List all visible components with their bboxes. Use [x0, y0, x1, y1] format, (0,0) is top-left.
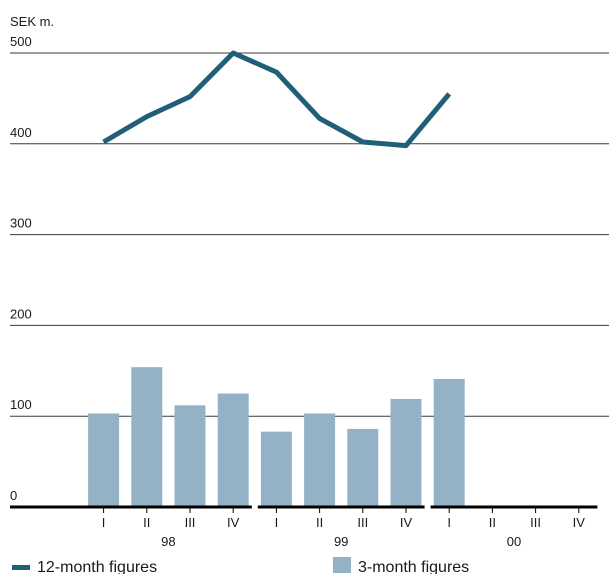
bar: [131, 367, 163, 507]
y-tick-label: 100: [10, 397, 32, 412]
bar: [217, 393, 249, 507]
legend-label: 12-month figures: [37, 559, 157, 574]
legend: 12-month figures 3-month figures: [12, 557, 469, 574]
line-series: [102, 50, 452, 149]
x-tick-label: I: [275, 515, 279, 530]
year-label: 99: [334, 534, 348, 549]
x-tick-label: I: [102, 515, 106, 530]
bar: [433, 378, 465, 507]
bar: [304, 413, 336, 507]
x-tick-label: III: [185, 515, 196, 530]
gridlines: [10, 52, 609, 417]
x-tick-label: II: [316, 515, 323, 530]
year-label: 98: [161, 534, 175, 549]
legend-label: 3-month figures: [358, 559, 469, 574]
x-tick-label: II: [489, 515, 496, 530]
year-label: 00: [507, 534, 521, 549]
y-tick-label: 500: [10, 34, 32, 49]
bar: [88, 413, 120, 507]
x-tick-label: III: [357, 515, 368, 530]
x-tick-label: I: [447, 515, 451, 530]
bar: [260, 431, 292, 507]
line-12-month: [102, 50, 452, 149]
y-axis-unit-label: SEK m.: [10, 14, 54, 29]
x-tick-label: III: [530, 515, 541, 530]
x-tick-label: II: [143, 515, 150, 530]
bar: [347, 428, 379, 507]
y-tick-label: 300: [10, 216, 32, 231]
y-tick-label: 200: [10, 306, 32, 321]
bar: [174, 405, 206, 507]
bar: [390, 398, 422, 507]
bar-series: [88, 367, 465, 507]
y-tick-label: 400: [10, 125, 32, 140]
y-axis-ticks: 0 100 200 300 400 500: [10, 34, 32, 503]
legend-swatch-bar: [333, 557, 351, 573]
x-tick-label: IV: [573, 515, 586, 530]
x-tick-label: IV: [227, 515, 240, 530]
y-tick-label: 0: [10, 488, 17, 503]
x-tick-label: IV: [400, 515, 413, 530]
legend-swatch-line: [12, 565, 30, 570]
